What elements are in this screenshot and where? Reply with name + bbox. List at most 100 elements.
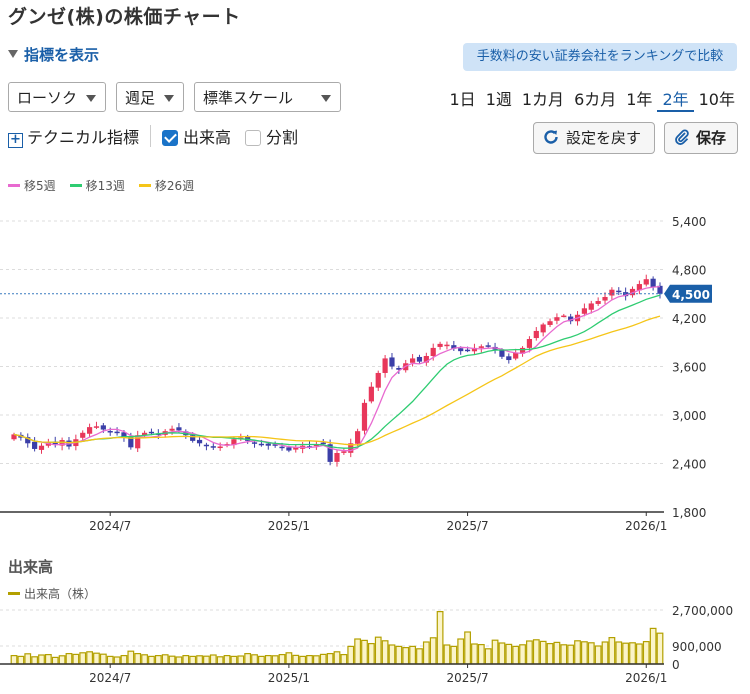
volume-bar [505,643,513,665]
checkbox-unchecked-icon [245,130,262,146]
volume-bar [86,651,93,665]
volume-bar [512,645,520,665]
volume-bar [79,652,87,665]
scale-select[interactable]: 標準スケール [194,82,341,112]
volume-bar [622,642,630,665]
candle [485,345,491,347]
broker-ranking-link[interactable]: 手数料の安い証券会社をランキングで比較 [463,43,737,71]
candle [258,443,265,446]
volume-bar [615,641,623,665]
legend-item: 移5週 [8,177,56,194]
period-tab[interactable]: 1週 [485,90,512,109]
volume-bar [196,655,203,665]
candle [533,330,539,339]
ma26-line [13,315,661,446]
volume-bar [526,640,533,665]
candle [389,357,395,367]
volume-checkbox-label: 出来高 [183,128,232,147]
chart-type-select[interactable]: ローソク [8,82,106,112]
split-checkbox-label: 分割 [266,128,299,147]
period-tab[interactable]: 1年 [626,90,653,109]
volume-bar [237,655,245,665]
candle [650,278,656,288]
candle [451,345,457,349]
volume-bar [216,656,224,665]
candle [588,303,594,310]
triangle-down-icon [8,50,18,58]
candle [327,444,333,462]
scale-value: 標準スケール [203,89,294,107]
volume-bar [244,652,252,665]
candle [375,372,381,388]
volume-bar [656,632,664,665]
divider [150,125,152,147]
y-tick-label: 4,200 [672,312,706,326]
volume-bar [209,654,217,665]
volume-bar [374,636,382,665]
price-chart[interactable]: 5,400 4,800 4,200 3,600 3,000 2,400 1,800 2024/… [0,205,750,550]
candle [506,356,512,361]
reset-settings-button[interactable]: 設定を戻す [533,122,655,154]
x-tick-label: 2025/7 [446,519,488,533]
volume-bar [24,653,32,665]
candle [334,452,340,462]
candle [382,358,388,373]
chevron-down-icon [321,95,331,102]
technical-indicator-label: テクニカル指標 [27,128,140,147]
volume-bar [10,654,18,665]
volume-chart[interactable]: 2,700,000 900,000 0 2024/7 2025/1 2025/7 2026/… [0,602,750,694]
volume-bar [381,640,389,665]
volume-checkbox[interactable]: 出来高 [162,124,231,148]
volume-bar [629,642,636,665]
volume-bar [340,653,348,665]
volume-bar [347,645,355,665]
x-tick-label: 2025/1 [268,671,310,685]
volume-bar [285,652,293,665]
candle [93,426,100,428]
volume-bar [477,643,485,665]
candle [293,447,299,450]
x-tick-label: 2024/7 [89,519,131,533]
legend-swatch [8,184,20,187]
save-button[interactable]: 保存 [664,122,738,154]
volume-bar [271,655,279,665]
volume-bar [189,655,197,665]
interval-select[interactable]: 週足 [116,82,184,112]
period-tab[interactable]: 10年 [698,90,735,109]
volume-bar [471,643,478,665]
candle [437,343,443,347]
volume-bar [38,654,45,665]
period-tab[interactable]: 6カ月 [574,90,617,109]
candle [547,321,553,325]
candle [114,431,120,434]
volume-bar [203,655,210,665]
volume-bar [175,656,183,665]
volume-bar [416,648,423,665]
volume-bar [553,641,561,665]
candle [32,441,38,449]
volume-bar [457,638,465,665]
volume-bar [635,643,643,665]
candle [471,347,478,352]
candle [196,439,203,444]
volume-bar [127,650,135,665]
period-tab-active[interactable]: 2年 [657,86,694,112]
split-checkbox[interactable]: 分割 [245,124,298,148]
volume-bar [148,655,155,665]
y-tick-label: 3,000 [672,409,706,423]
period-tab[interactable]: 1カ月 [521,90,565,109]
volume-bar [560,644,568,665]
technical-indicator-toggle[interactable]: + テクニカル指標 [8,124,139,148]
volume-bar [319,653,327,665]
indicator-toggle[interactable]: 指標を表示 [8,44,99,65]
x-tick-label: 2026/1 [625,671,667,685]
volume-bar [608,636,616,665]
candle [561,315,567,318]
volume-bar [402,646,410,665]
candle [629,288,636,296]
legend-label: 移26週 [154,179,195,193]
volume-bar [161,654,169,665]
candle [616,290,622,293]
period-tab[interactable]: 1日 [449,90,476,109]
volume-bar [326,652,334,665]
